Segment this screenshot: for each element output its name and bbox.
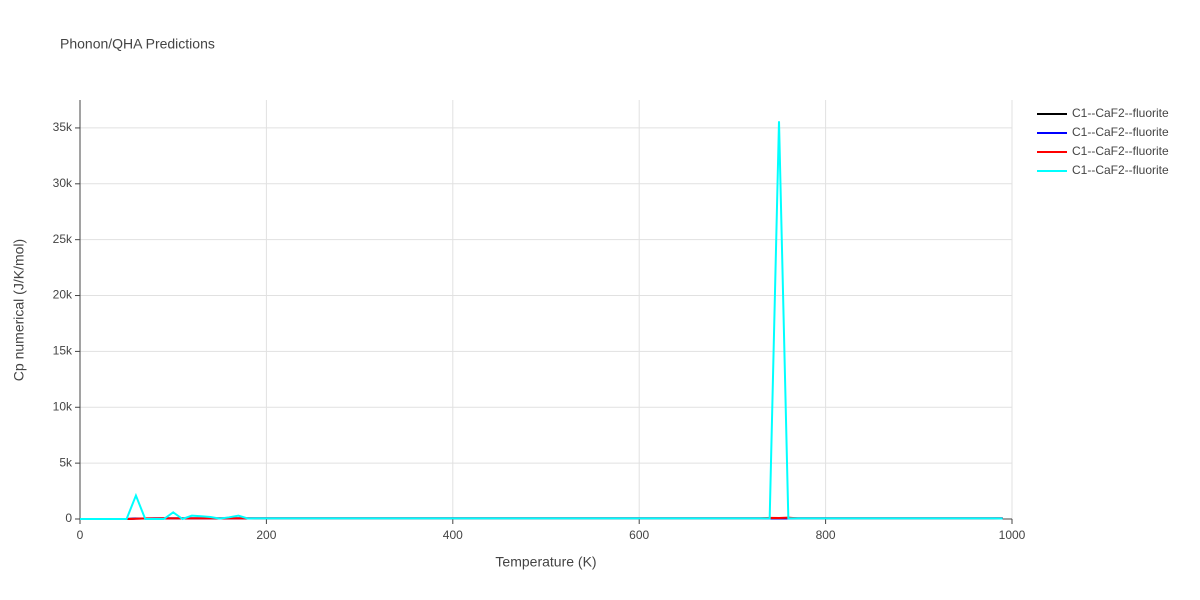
line-series: [80, 121, 1003, 521]
x-tick-label: 400: [443, 528, 463, 542]
y-tick-label: 10k: [53, 399, 73, 413]
x-tick-label: 600: [629, 528, 649, 542]
x-tick-label: 1000: [999, 528, 1026, 542]
x-tick-label: 0: [77, 528, 84, 542]
y-tick-label: 0: [65, 511, 72, 525]
y-tick-label: 15k: [53, 344, 73, 358]
legend-label: C1--CaF2--fluorite: [1072, 106, 1169, 120]
y-tick-label: 30k: [53, 176, 73, 190]
y-tick-label: 20k: [53, 288, 73, 302]
chart-title: Phonon/QHA Predictions: [60, 36, 215, 52]
y-axis-title: Cp numerical (J/K/mol): [11, 239, 27, 381]
x-tick-label: 800: [816, 528, 836, 542]
legend-label: C1--CaF2--fluorite: [1072, 163, 1169, 177]
y-tick-label: 25k: [53, 232, 73, 246]
x-tick-label: 200: [256, 528, 276, 542]
y-tick-label: 35k: [53, 120, 73, 134]
y-tick-label: 5k: [59, 455, 73, 469]
x-axis-title: Temperature (K): [495, 554, 596, 570]
legend-label: C1--CaF2--fluorite: [1072, 144, 1169, 158]
legend-label: C1--CaF2--fluorite: [1072, 125, 1169, 139]
